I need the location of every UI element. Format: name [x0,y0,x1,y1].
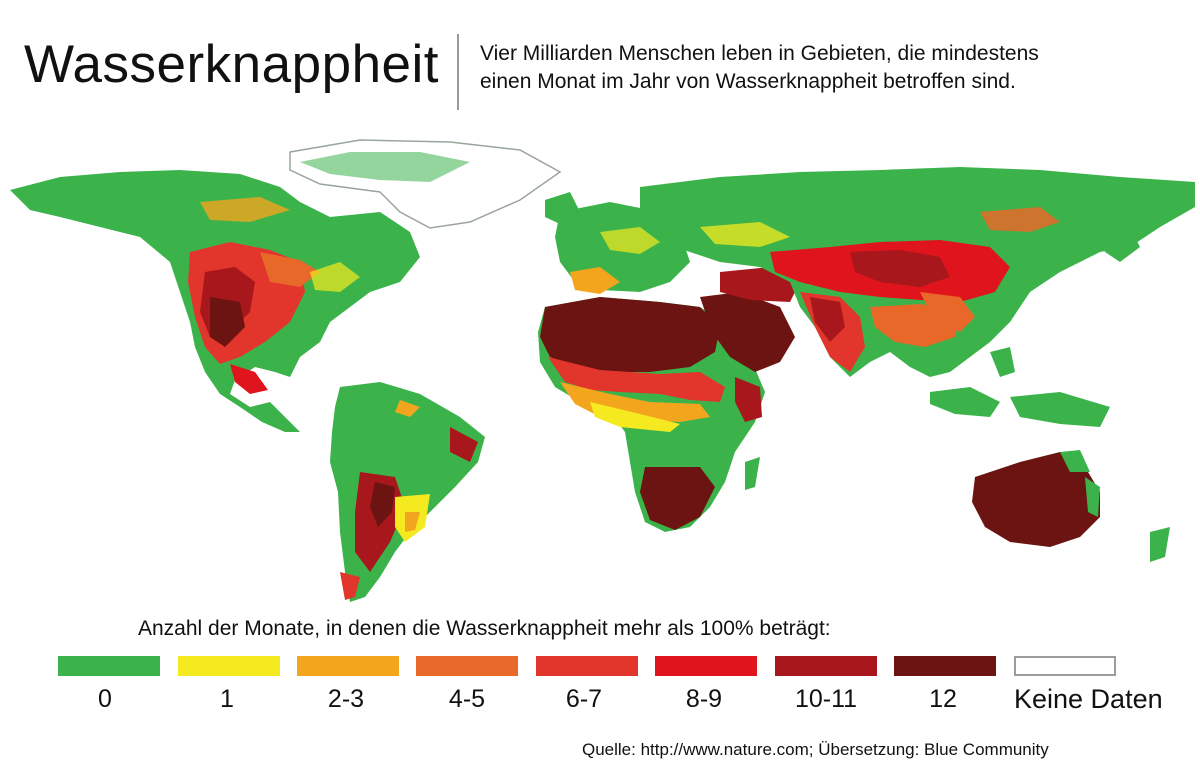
legend-label-1: 1 [220,685,234,713]
legend-label-2-3: 2-3 [327,685,365,713]
legend-label-8-9: 8-9 [685,685,723,713]
subtitle-line-2: einen Monat im Jahr von Wasserknappheit … [480,70,1016,93]
legend-title: Anzahl der Monate, in denen die Wasserkn… [138,617,831,640]
legend-label-keine-daten: Keine Daten [1014,684,1163,714]
subtitle-line-1: Vier Milliarden Menschen leben in Gebiet… [480,42,1039,65]
greenland-region [289,139,562,229]
legend-swatch-4-5 [416,656,518,676]
legend-label-4-5: 4-5 [448,685,486,713]
title-divider [457,34,459,110]
legend-swatch-10-11 [775,656,877,676]
legend-swatch-8-9 [655,656,757,676]
legend-label-10-11: 10-11 [794,685,858,713]
legend-label-6-7: 6-7 [565,685,603,713]
australia-region [972,450,1170,562]
north-america-region [10,170,420,432]
africa-region [538,297,765,532]
southeast-asia-region [930,227,1140,427]
legend-swatch-12 [894,656,996,676]
map-subtitle: Vier Milliarden Menschen leben in Gebiet… [480,40,1180,96]
asia-region [640,167,1195,377]
legend-swatch-6-7 [536,656,638,676]
legend-swatch-1 [178,656,280,676]
legend-label-12: 12 [929,685,957,713]
world-water-scarcity-map [10,139,1195,602]
south-america-region [330,382,485,602]
legend-swatch-2-3 [297,656,399,676]
legend-swatch-0 [58,656,160,676]
map-title: Wasserknappheit [24,35,440,94]
source-credit: Quelle: http://www.nature.com; Übersetzu… [582,740,1049,759]
legend-swatch-keine-daten [1014,656,1116,676]
legend-label-0: 0 [98,685,112,713]
